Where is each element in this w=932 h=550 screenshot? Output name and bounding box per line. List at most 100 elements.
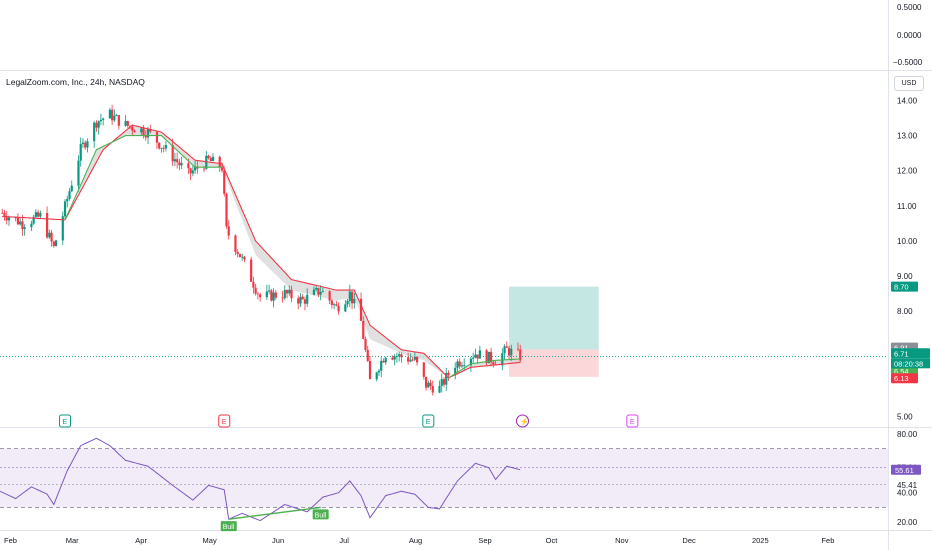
- candle-body[interactable]: [415, 356, 419, 363]
- candle-body[interactable]: [155, 131, 159, 143]
- candle-body[interactable]: [95, 122, 98, 128]
- candle-body[interactable]: [411, 359, 414, 361]
- candle-body[interactable]: [312, 289, 316, 295]
- candle-body[interactable]: [79, 143, 82, 161]
- candle-body[interactable]: [16, 217, 20, 225]
- candle-body[interactable]: [164, 145, 168, 149]
- candle-body[interactable]: [124, 121, 127, 126]
- candle-body[interactable]: [501, 353, 504, 366]
- candle-body[interactable]: [516, 348, 520, 350]
- candle-body[interactable]: [160, 147, 163, 149]
- candle-body[interactable]: [474, 354, 477, 358]
- candle-body[interactable]: [115, 115, 118, 116]
- candle-body[interactable]: [476, 354, 479, 359]
- candle-body[interactable]: [409, 359, 412, 362]
- candle-body[interactable]: [149, 129, 152, 132]
- candle-body[interactable]: [395, 356, 399, 358]
- earnings-icon[interactable]: [422, 414, 435, 428]
- candle-body[interactable]: [34, 212, 37, 217]
- candle-body[interactable]: [458, 361, 461, 367]
- candle-body[interactable]: [227, 226, 230, 236]
- candle-body[interactable]: [117, 115, 120, 126]
- candle-body[interactable]: [463, 365, 466, 367]
- candle-body[interactable]: [348, 291, 351, 302]
- candle-body[interactable]: [359, 298, 363, 321]
- candle-body[interactable]: [333, 304, 336, 306]
- candle-body[interactable]: [37, 212, 40, 217]
- candle-body[interactable]: [375, 372, 378, 380]
- candle-body[interactable]: [303, 299, 307, 304]
- candle-body[interactable]: [126, 121, 129, 126]
- target-zone[interactable]: [509, 286, 599, 350]
- candle-body[interactable]: [505, 346, 508, 348]
- candle-body[interactable]: [427, 382, 430, 388]
- candle-body[interactable]: [492, 362, 495, 365]
- candle-body[interactable]: [93, 122, 96, 142]
- earnings-icon[interactable]: [626, 414, 639, 428]
- candle-body[interactable]: [350, 291, 354, 304]
- candle-body[interactable]: [330, 300, 333, 305]
- candle-body[interactable]: [133, 130, 136, 133]
- candle-body[interactable]: [256, 293, 259, 295]
- earnings-icon[interactable]: [218, 414, 231, 428]
- candle-body[interactable]: [128, 125, 132, 127]
- candle-body[interactable]: [70, 185, 73, 192]
- candle-body[interactable]: [442, 379, 446, 385]
- candle-body[interactable]: [39, 213, 42, 217]
- candle-body[interactable]: [288, 289, 291, 294]
- candle-body[interactable]: [413, 356, 416, 360]
- candle-body[interactable]: [234, 235, 237, 252]
- candle-body[interactable]: [281, 297, 284, 299]
- candle-body[interactable]: [142, 128, 145, 136]
- candle-body[interactable]: [66, 198, 69, 202]
- candle-body[interactable]: [23, 227, 26, 229]
- candle-body[interactable]: [384, 357, 387, 363]
- candle-body[interactable]: [445, 372, 448, 385]
- candle-body[interactable]: [189, 168, 192, 174]
- candle-body[interactable]: [254, 287, 257, 294]
- candle-body[interactable]: [456, 361, 459, 368]
- candle-body[interactable]: [146, 129, 150, 138]
- candle-body[interactable]: [250, 259, 253, 282]
- candle-body[interactable]: [193, 166, 197, 171]
- candle-body[interactable]: [344, 304, 347, 312]
- candle-body[interactable]: [478, 350, 481, 359]
- candle-body[interactable]: [131, 126, 134, 131]
- candle-body[interactable]: [81, 142, 85, 144]
- candle-body[interactable]: [176, 159, 179, 163]
- candle-body[interactable]: [68, 191, 71, 199]
- candle-body[interactable]: [503, 346, 506, 354]
- candle-body[interactable]: [111, 109, 114, 121]
- candle-body[interactable]: [337, 305, 340, 312]
- candle-body[interactable]: [140, 128, 143, 133]
- candle-body[interactable]: [299, 296, 302, 304]
- candle-body[interactable]: [297, 298, 300, 304]
- candle-body[interactable]: [173, 159, 177, 162]
- candle-body[interactable]: [238, 253, 242, 258]
- candle-body[interactable]: [209, 158, 212, 162]
- candle-body[interactable]: [211, 156, 215, 162]
- candle-body[interactable]: [202, 168, 206, 170]
- candle-body[interactable]: [1, 212, 4, 214]
- candle-body[interactable]: [364, 338, 367, 350]
- candle-body[interactable]: [178, 162, 181, 166]
- candle-body[interactable]: [487, 351, 490, 364]
- candle-body[interactable]: [335, 304, 338, 306]
- candle-body[interactable]: [368, 360, 372, 380]
- candle-body[interactable]: [30, 223, 33, 228]
- candle-body[interactable]: [319, 291, 322, 295]
- candle-body[interactable]: [424, 376, 428, 388]
- candle-body[interactable]: [510, 348, 513, 356]
- candle-body[interactable]: [7, 217, 11, 221]
- candle-body[interactable]: [32, 216, 35, 224]
- candle-body[interactable]: [290, 289, 293, 299]
- candle-body[interactable]: [158, 142, 161, 149]
- chart-legend-title[interactable]: LegalZoom.com, Inc., 24h, NASDAQ: [6, 77, 145, 87]
- candle-body[interactable]: [272, 292, 275, 301]
- candle-body[interactable]: [489, 351, 493, 363]
- candle-body[interactable]: [346, 301, 349, 305]
- candle-body[interactable]: [113, 115, 116, 121]
- candle-body[interactable]: [99, 119, 103, 122]
- candle-body[interactable]: [144, 135, 147, 138]
- candle-body[interactable]: [328, 291, 331, 301]
